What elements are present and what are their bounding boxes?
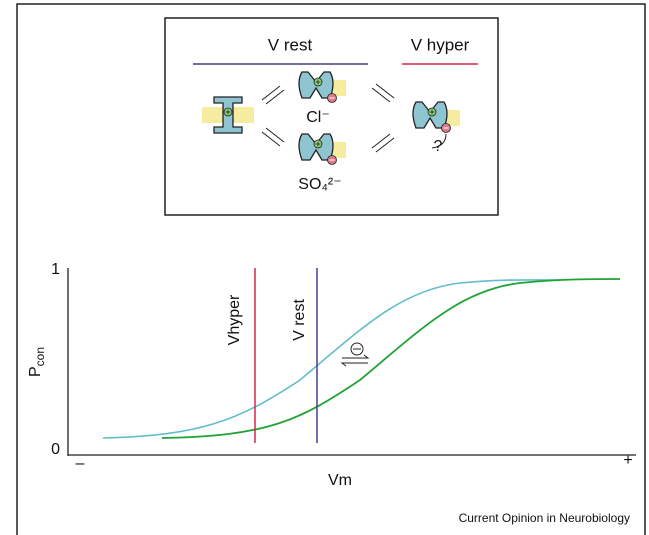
v-hyper-title: V hyper — [411, 35, 470, 54]
v-rest-title: V rest — [268, 35, 313, 54]
vhyper-label: Vhyper — [226, 294, 243, 345]
sulfate-label: SO₄²⁻ — [298, 176, 341, 193]
y-axis-title-main: P — [27, 366, 44, 377]
y-axis-title-sub: con — [33, 347, 47, 366]
source-credit: Current Opinion in Neurobiology — [459, 511, 630, 525]
x-left-label: – — [76, 455, 85, 472]
x-right-label: + — [623, 452, 632, 469]
chloride-label: Cl⁻ — [306, 109, 330, 126]
vrest-label: V rest — [291, 299, 308, 341]
x-axis-title: Vm — [328, 472, 352, 489]
y-top-label: 1 — [51, 261, 60, 278]
shift-symbol — [342, 343, 368, 366]
axes — [68, 268, 636, 456]
curve-rest — [103, 280, 560, 438]
figure: V rest V hyper Cl⁻ SO₄²⁻ ? 1 0 Pcon – + … — [0, 0, 649, 535]
y-axis-title: Pcon — [27, 347, 47, 377]
question-mark: ? — [434, 138, 443, 155]
page: {"top_panel": {"v_rest": "V rest", "v_hy… — [0, 0, 649, 535]
y-bottom-label: 0 — [51, 441, 60, 458]
